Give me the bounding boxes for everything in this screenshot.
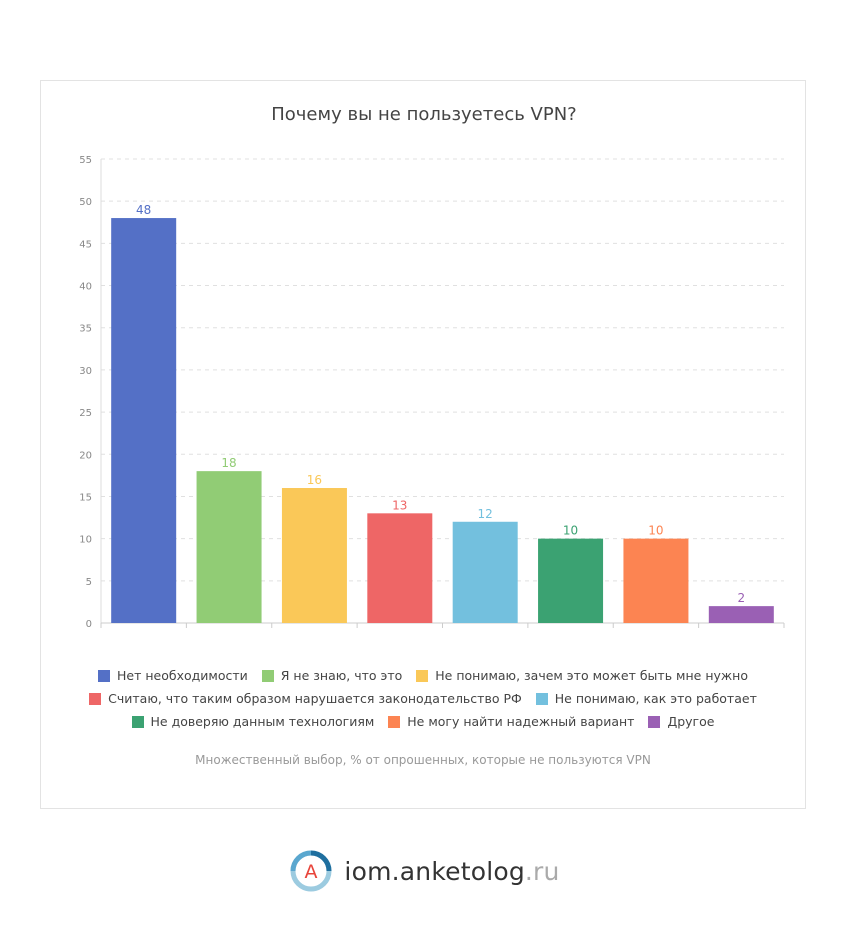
legend-item[interactable]: Не понимаю, как это работает: [535, 691, 757, 706]
legend-item[interactable]: Нет необходимости: [98, 668, 248, 683]
anketolog-logo-icon: A: [290, 850, 332, 892]
y-tick-label: 0: [86, 619, 92, 630]
legend-swatch: [648, 715, 661, 728]
legend-label: Считаю, что таким образом нарушается зак…: [108, 691, 522, 706]
legend-swatch: [261, 669, 274, 682]
logo-site: iom.anketolog: [344, 856, 525, 886]
legend-swatch: [89, 692, 102, 705]
legend-swatch: [131, 715, 144, 728]
legend-swatch: [98, 669, 111, 682]
legend-label: Не понимаю, как это работает: [554, 691, 757, 706]
legend-item[interactable]: Не могу найти надежный вариант: [388, 714, 634, 729]
logo-tld: .ru: [524, 856, 560, 886]
bar: [281, 488, 347, 623]
footer-logo[interactable]: A iom.anketolog.ru: [0, 848, 848, 894]
bar: [708, 606, 774, 623]
data-label: 18: [221, 456, 236, 470]
y-tick-label: 10: [79, 535, 92, 546]
bar: [367, 513, 433, 623]
data-label: 12: [478, 507, 493, 521]
data-label: 10: [648, 524, 663, 538]
legend-label: Не доверяю данным технологиям: [150, 714, 375, 729]
logo-text: iom.anketolog.ru: [344, 857, 559, 886]
logo-letter: A: [305, 861, 318, 883]
bar: [111, 218, 177, 623]
bar: [538, 538, 604, 623]
legend-label: Другое: [667, 714, 715, 729]
y-tick-label: 5: [86, 577, 92, 588]
data-label: 2: [737, 591, 745, 605]
legend-row-1: Нет необходимости Я не знаю, что это Не …: [40, 664, 806, 687]
legend-row-2: Считаю, что таким образом нарушается зак…: [40, 687, 806, 710]
y-tick-label: 25: [79, 408, 92, 419]
y-tick-label: 50: [79, 197, 92, 208]
legend-label: Не понимаю, зачем это может быть мне нуж…: [435, 668, 748, 683]
data-label: 13: [392, 498, 407, 512]
y-tick-label: 20: [79, 450, 92, 461]
chart-legend: Нет необходимости Я не знаю, что это Не …: [40, 664, 806, 733]
legend-label: Нет необходимости: [117, 668, 248, 683]
legend-item[interactable]: Считаю, что таким образом нарушается зак…: [89, 691, 522, 706]
legend-swatch: [416, 669, 429, 682]
y-tick-label: 45: [79, 239, 92, 250]
y-tick-label: 40: [79, 282, 92, 293]
legend-row-3: Не доверяю данным технологиям Не могу на…: [40, 710, 806, 733]
y-tick-label: 30: [79, 366, 92, 377]
y-tick-label: 55: [79, 155, 92, 166]
y-tick-label: 35: [79, 324, 92, 335]
legend-swatch: [535, 692, 548, 705]
y-tick-label: 15: [79, 492, 92, 503]
data-label: 10: [563, 524, 578, 538]
legend-swatch: [388, 715, 401, 728]
data-label: 16: [307, 473, 322, 487]
data-label: 48: [136, 203, 151, 217]
chart-note: Множественный выбор, % от опрошенных, ко…: [195, 753, 651, 767]
legend-item[interactable]: Другое: [648, 714, 714, 729]
bar-chart: 0 5 10 15 20 25 30 35 40 45 50 55 48 18 16 13 12 10 10 2: [79, 155, 785, 630]
legend-label: Я не знаю, что это: [280, 668, 403, 683]
bar: [452, 521, 518, 623]
legend-item[interactable]: Не доверяю данным технологиям: [131, 714, 375, 729]
chart-title: Почему вы не пользуетесь VPN?: [271, 104, 577, 125]
legend-label: Не могу найти надежный вариант: [407, 714, 635, 729]
legend-item[interactable]: Не понимаю, зачем это может быть мне нуж…: [416, 668, 748, 683]
legend-item[interactable]: Я не знаю, что это: [261, 668, 403, 683]
bar: [623, 538, 689, 623]
bar: [196, 471, 262, 623]
